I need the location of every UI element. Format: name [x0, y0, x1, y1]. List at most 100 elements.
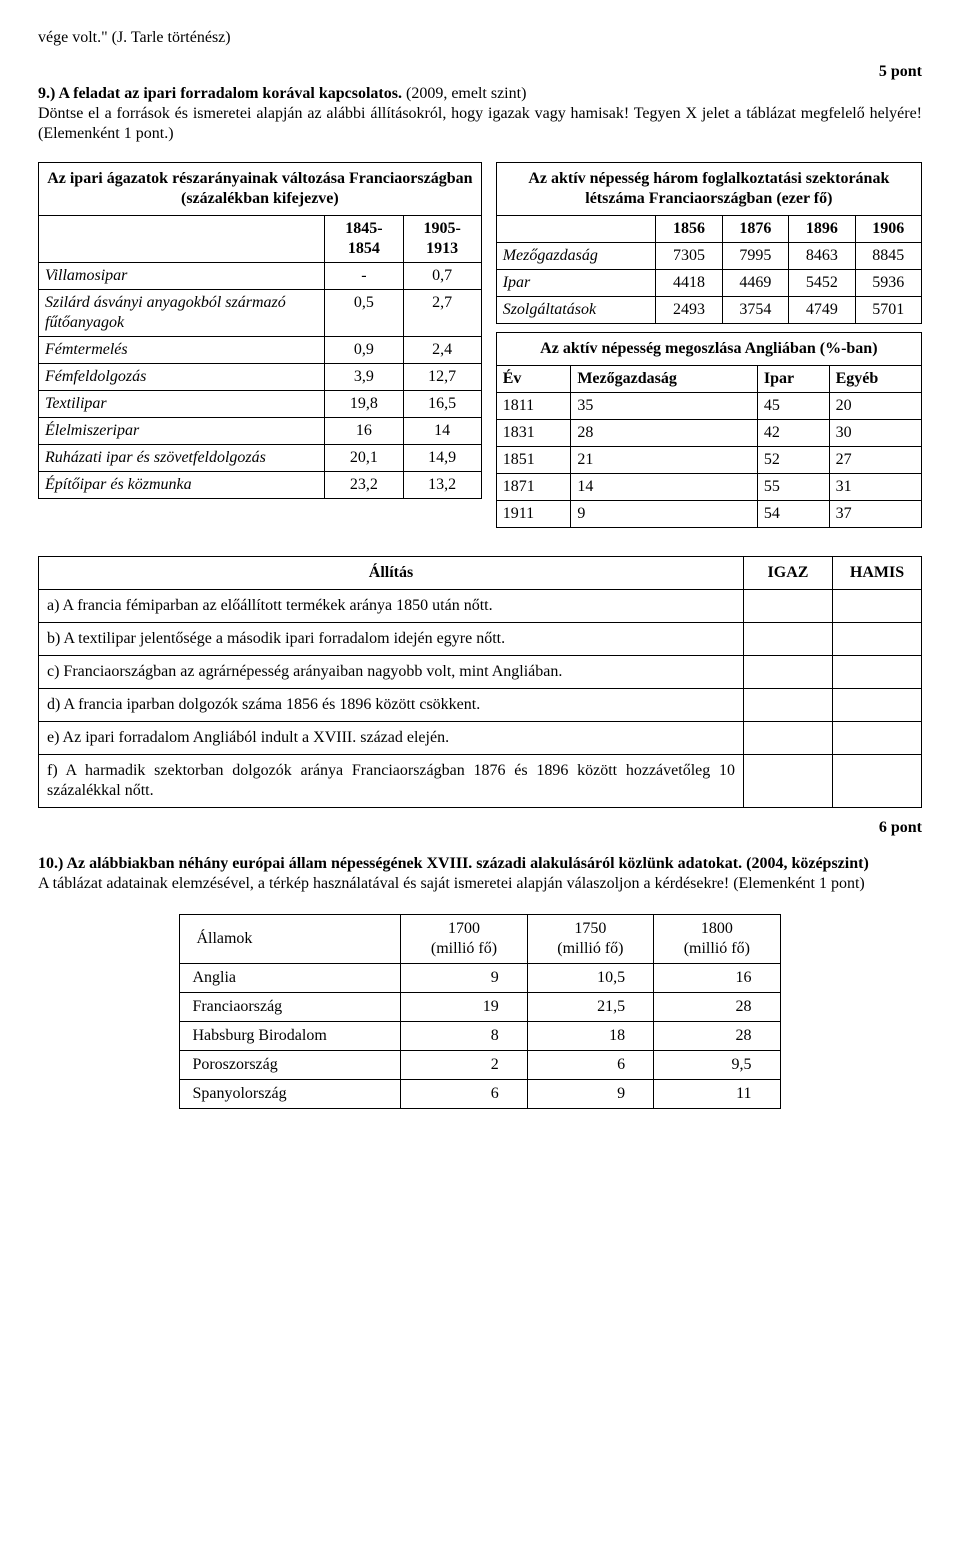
pop-row-b: 9 [527, 1080, 653, 1109]
t1-row-label: Ruházati ipar és szövetfeldolgozás [39, 445, 325, 472]
t2-row-label: Ipar [496, 270, 656, 297]
t1-col1: 1845-1854 [325, 216, 403, 263]
t2-row-v: 5936 [855, 270, 921, 297]
quiz-statement: d) A francia iparban dolgozók száma 1856… [39, 689, 744, 722]
t1-row-label: Fémfeldolgozás [39, 364, 325, 391]
pop-row-a: 8 [401, 1022, 527, 1051]
t2-row-v: 5701 [855, 297, 921, 324]
t3-row-a: 21 [571, 447, 758, 474]
t3-row-c: 37 [829, 501, 921, 528]
quiz-igaz-cell[interactable] [744, 590, 833, 623]
quiz-table: Állítás IGAZ HAMIS a) A francia fémiparb… [38, 556, 922, 808]
quiz-statement: e) Az ipari forradalom Angliából indult … [39, 722, 744, 755]
quiz-hamis-cell[interactable] [833, 656, 922, 689]
question-9: 9.) A feladat az ipari forradalom koráva… [38, 84, 922, 144]
pop-h0: Államok [180, 915, 401, 964]
t3-h1: Mezőgazdaság [571, 366, 758, 393]
pop-row-b: 21,5 [527, 993, 653, 1022]
question-10: 10.) Az alábbiakban néhány európai állam… [38, 854, 922, 894]
t2-c4: 1906 [855, 216, 921, 243]
quiz-igaz-cell[interactable] [744, 689, 833, 722]
t3-row-b: 55 [757, 474, 829, 501]
t3-h0: Év [496, 366, 571, 393]
quiz-igaz-cell[interactable] [744, 656, 833, 689]
quiz-igaz-cell[interactable] [744, 623, 833, 656]
t2-row-v: 4418 [656, 270, 722, 297]
quiz-hamis-cell[interactable] [833, 755, 922, 808]
t1-row-a: 0,5 [325, 290, 403, 337]
pop-h1: 1700(millió fő) [401, 915, 527, 964]
t3-row-c: 31 [829, 474, 921, 501]
quiz-statement: a) A francia fémiparban az előállított t… [39, 590, 744, 623]
t1-row-a: 3,9 [325, 364, 403, 391]
t1-row-b: 12,7 [403, 364, 481, 391]
t3-row-b: 42 [757, 420, 829, 447]
t2-c2: 1876 [722, 216, 788, 243]
t1-row-b: 2,4 [403, 337, 481, 364]
t2-c3: 1896 [789, 216, 855, 243]
quiz-hamis-cell[interactable] [833, 590, 922, 623]
quiz-statement: c) Franciaországban az agrárnépesség ará… [39, 656, 744, 689]
q9-title: 9.) A feladat az ipari forradalom koráva… [38, 85, 406, 102]
t2-empty [496, 216, 656, 243]
t3-row-a: 28 [571, 420, 758, 447]
quiz-statement: b) A textilipar jelentősége a második ip… [39, 623, 744, 656]
t2-row-v: 8845 [855, 243, 921, 270]
t1-row-b: 0,7 [403, 263, 481, 290]
t2-row-v: 8463 [789, 243, 855, 270]
quiz-igaz-cell[interactable] [744, 755, 833, 808]
quiz-hamis-cell[interactable] [833, 722, 922, 755]
quiz-h-igaz: IGAZ [744, 557, 833, 590]
t3-row-a: 14 [571, 474, 758, 501]
pop-h2: 1750(millió fő) [527, 915, 653, 964]
t1-title: Az ipari ágazatok részarányainak változá… [39, 163, 482, 216]
t1-row-b: 13,2 [403, 472, 481, 499]
q9-body: Döntse el a források és ismeretei alapjá… [38, 105, 922, 142]
t1-row-label: Élelmiszeripar [39, 418, 325, 445]
quiz-igaz-cell[interactable] [744, 722, 833, 755]
pop-row-c: 16 [654, 964, 780, 993]
pop-row-c: 28 [654, 993, 780, 1022]
t3-row-year: 1851 [496, 447, 571, 474]
t3-row-year: 1871 [496, 474, 571, 501]
t2-row-v: 5452 [789, 270, 855, 297]
t3-h2: Ipar [757, 366, 829, 393]
q9-sub: (2009, emelt szint) [406, 85, 526, 102]
t1-row-label: Szilárd ásványi anyagokból származó fűtő… [39, 290, 325, 337]
q10-title: 10.) Az alábbiakban néhány európai állam… [38, 855, 869, 872]
t3-row-b: 45 [757, 393, 829, 420]
pop-row-name: Spanyolország [180, 1080, 401, 1109]
pop-row-b: 6 [527, 1051, 653, 1080]
pop-row-c: 11 [654, 1080, 780, 1109]
population-table: Államok 1700(millió fő) 1750(millió fő) … [179, 914, 780, 1109]
t2-row-v: 4469 [722, 270, 788, 297]
points-6: 6 pont [38, 818, 922, 838]
t3-row-a: 9 [571, 501, 758, 528]
pop-h3: 1800(millió fő) [654, 915, 780, 964]
t1-row-label: Fémtermelés [39, 337, 325, 364]
t3-h3: Egyéb [829, 366, 921, 393]
pop-row-a: 2 [401, 1051, 527, 1080]
pop-row-name: Habsburg Birodalom [180, 1022, 401, 1051]
pop-row-a: 9 [401, 964, 527, 993]
quiz-h-stmt: Állítás [39, 557, 744, 590]
t1-row-a: 19,8 [325, 391, 403, 418]
t2-row-v: 7305 [656, 243, 722, 270]
quiz-hamis-cell[interactable] [833, 623, 922, 656]
t1-row-b: 14,9 [403, 445, 481, 472]
t1-row-a: 20,1 [325, 445, 403, 472]
quiz-hamis-cell[interactable] [833, 689, 922, 722]
t3-row-b: 54 [757, 501, 829, 528]
pop-row-name: Anglia [180, 964, 401, 993]
t1-row-a: - [325, 263, 403, 290]
t3-row-year: 1911 [496, 501, 571, 528]
t1-row-b: 14 [403, 418, 481, 445]
t3-row-b: 52 [757, 447, 829, 474]
quiz-statement: f) A harmadik szektorban dolgozók aránya… [39, 755, 744, 808]
t3-row-c: 30 [829, 420, 921, 447]
t3-row-a: 35 [571, 393, 758, 420]
pop-row-b: 18 [527, 1022, 653, 1051]
pop-row-name: Franciaország [180, 993, 401, 1022]
t1-row-a: 0,9 [325, 337, 403, 364]
t1-row-label: Építőipar és közmunka [39, 472, 325, 499]
